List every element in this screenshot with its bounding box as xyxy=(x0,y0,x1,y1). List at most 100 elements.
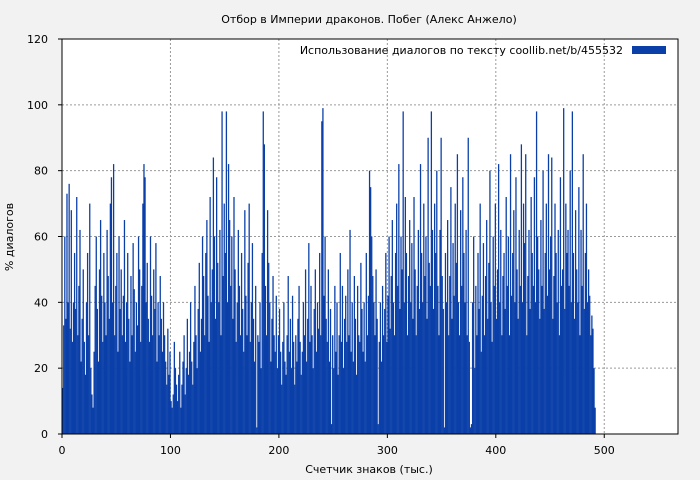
bar xyxy=(493,285,495,434)
bar xyxy=(175,384,178,434)
bar xyxy=(198,262,200,434)
bar xyxy=(252,318,255,434)
bar xyxy=(415,335,417,434)
y-tick-label: 20 xyxy=(34,362,48,375)
bar xyxy=(130,276,132,434)
bar xyxy=(389,328,391,434)
bar xyxy=(338,335,340,434)
bar xyxy=(75,308,77,434)
bar xyxy=(329,308,332,434)
bar xyxy=(79,229,81,434)
bar xyxy=(454,203,456,434)
legend-label: Использование диалогов по тексту coollib… xyxy=(300,44,623,57)
bar xyxy=(496,269,499,434)
bar xyxy=(401,269,403,434)
bar xyxy=(308,243,310,434)
bar xyxy=(593,368,595,434)
bar xyxy=(468,341,470,434)
bar xyxy=(90,368,92,434)
bar xyxy=(457,302,460,434)
bar xyxy=(501,335,503,434)
bar xyxy=(194,285,196,434)
bar xyxy=(325,318,327,434)
bar xyxy=(517,318,519,434)
bar xyxy=(88,335,90,434)
bar xyxy=(419,164,422,435)
bar xyxy=(352,361,354,434)
bar xyxy=(519,285,521,434)
bar xyxy=(67,302,69,434)
bar xyxy=(444,252,447,434)
bar xyxy=(289,318,292,434)
bar xyxy=(322,108,324,434)
bar xyxy=(546,295,549,434)
bar xyxy=(273,335,275,434)
bar xyxy=(97,361,100,434)
bar xyxy=(282,341,284,434)
bar xyxy=(77,335,79,434)
bar xyxy=(473,236,475,434)
bar xyxy=(173,341,175,434)
bar xyxy=(176,401,179,434)
bar xyxy=(544,252,546,434)
bar xyxy=(458,335,461,434)
bar xyxy=(405,252,408,434)
bar xyxy=(191,361,193,434)
bar xyxy=(359,341,361,434)
bar xyxy=(269,302,271,434)
bar xyxy=(443,427,446,434)
bar xyxy=(278,308,281,434)
bar xyxy=(351,302,353,434)
bar xyxy=(303,335,306,434)
bar xyxy=(307,318,309,434)
bar xyxy=(193,341,195,434)
bar xyxy=(110,177,113,434)
bar xyxy=(204,335,206,434)
bar xyxy=(219,229,221,434)
bar xyxy=(327,269,329,434)
bar xyxy=(516,269,518,434)
bar xyxy=(346,341,348,434)
bar xyxy=(178,374,180,434)
bar xyxy=(211,269,213,434)
bar xyxy=(436,170,438,434)
y-tick-label: 40 xyxy=(34,296,48,309)
bar xyxy=(545,203,547,434)
bar xyxy=(242,308,244,434)
chart-title: Отбор в Империи драконов. Побег (Алекс А… xyxy=(221,13,516,26)
bar xyxy=(350,351,352,434)
bar xyxy=(72,302,75,434)
bar xyxy=(494,203,497,434)
bar xyxy=(556,302,558,434)
bar xyxy=(538,269,540,434)
bar xyxy=(367,295,370,434)
bar xyxy=(432,308,435,434)
bar xyxy=(291,295,294,434)
bar xyxy=(195,335,197,434)
bar xyxy=(522,203,525,434)
bar xyxy=(323,295,325,434)
bar xyxy=(502,276,504,434)
bar xyxy=(345,295,347,434)
bar xyxy=(95,236,97,434)
y-tick-label: 120 xyxy=(27,33,48,46)
bar xyxy=(125,302,128,434)
bar xyxy=(512,252,514,434)
bar xyxy=(180,407,182,434)
bar xyxy=(62,387,64,434)
bar xyxy=(416,285,418,434)
bar xyxy=(378,341,380,434)
bar xyxy=(82,269,84,434)
bar xyxy=(272,276,274,434)
bar xyxy=(142,203,144,434)
bar xyxy=(440,137,442,434)
bar xyxy=(154,308,156,434)
bar xyxy=(109,203,112,434)
bar xyxy=(121,335,123,434)
bar xyxy=(205,252,207,434)
bar xyxy=(311,335,313,434)
bar xyxy=(69,328,71,434)
bar xyxy=(531,252,533,434)
bar xyxy=(539,318,541,434)
bar xyxy=(283,302,285,434)
